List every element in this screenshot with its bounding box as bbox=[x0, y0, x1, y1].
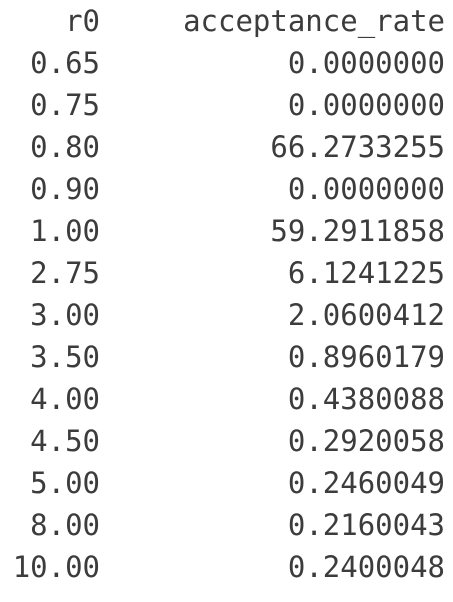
cell-r0: 0.80 bbox=[30, 130, 100, 164]
cell-r0: 0.90 bbox=[30, 172, 100, 206]
cell-acceptance-rate: 0.2160043 bbox=[287, 508, 445, 542]
cell-r0: 4.00 bbox=[30, 382, 100, 416]
cell-r0: 10.00 bbox=[12, 550, 100, 584]
table-row: 10.00 0.2400048 bbox=[0, 546, 453, 588]
data-table: r0 acceptance_rate 0.65 0.0000000 0.75 0… bbox=[0, 0, 453, 588]
table-row: 8.00 0.2160043 bbox=[0, 504, 453, 546]
cell-acceptance-rate: 59.2911858 bbox=[270, 214, 445, 248]
table-row: 3.50 0.8960179 bbox=[0, 336, 453, 378]
cell-r0: 3.50 bbox=[30, 340, 100, 374]
cell-r0: 0.65 bbox=[30, 46, 100, 80]
cell-acceptance-rate: 0.2460049 bbox=[287, 466, 445, 500]
table-header-row: r0 acceptance_rate bbox=[0, 0, 453, 42]
cell-acceptance-rate: 0.2400048 bbox=[287, 550, 445, 584]
table-row: 5.00 0.2460049 bbox=[0, 462, 453, 504]
cell-acceptance-rate: 2.0600412 bbox=[287, 298, 445, 332]
cell-r0: 4.50 bbox=[30, 424, 100, 458]
cell-r0: 5.00 bbox=[30, 466, 100, 500]
cell-acceptance-rate: 0.2920058 bbox=[287, 424, 445, 458]
table-row: 0.90 0.0000000 bbox=[0, 168, 453, 210]
table-row: 0.65 0.0000000 bbox=[0, 42, 453, 84]
table-row: 2.75 6.1241225 bbox=[0, 252, 453, 294]
table-row: 3.00 2.0600412 bbox=[0, 294, 453, 336]
cell-acceptance-rate: 6.1241225 bbox=[287, 256, 445, 290]
column-header-acceptance-rate: acceptance_rate bbox=[183, 4, 445, 38]
table-row: 0.80 66.2733255 bbox=[0, 126, 453, 168]
cell-r0: 2.75 bbox=[30, 256, 100, 290]
table-row: 4.50 0.2920058 bbox=[0, 420, 453, 462]
cell-acceptance-rate: 0.8960179 bbox=[287, 340, 445, 374]
column-header-r0: r0 bbox=[65, 4, 100, 38]
cell-r0: 0.75 bbox=[30, 88, 100, 122]
table-row: 0.75 0.0000000 bbox=[0, 84, 453, 126]
cell-r0: 3.00 bbox=[30, 298, 100, 332]
cell-acceptance-rate: 0.4380088 bbox=[287, 382, 445, 416]
cell-acceptance-rate: 0.0000000 bbox=[287, 46, 445, 80]
cell-acceptance-rate: 0.0000000 bbox=[287, 172, 445, 206]
cell-acceptance-rate: 66.2733255 bbox=[270, 130, 445, 164]
cell-r0: 8.00 bbox=[30, 508, 100, 542]
cell-acceptance-rate: 0.0000000 bbox=[287, 88, 445, 122]
table-row: 1.00 59.2911858 bbox=[0, 210, 453, 252]
table-row: 4.00 0.4380088 bbox=[0, 378, 453, 420]
cell-r0: 1.00 bbox=[30, 214, 100, 248]
